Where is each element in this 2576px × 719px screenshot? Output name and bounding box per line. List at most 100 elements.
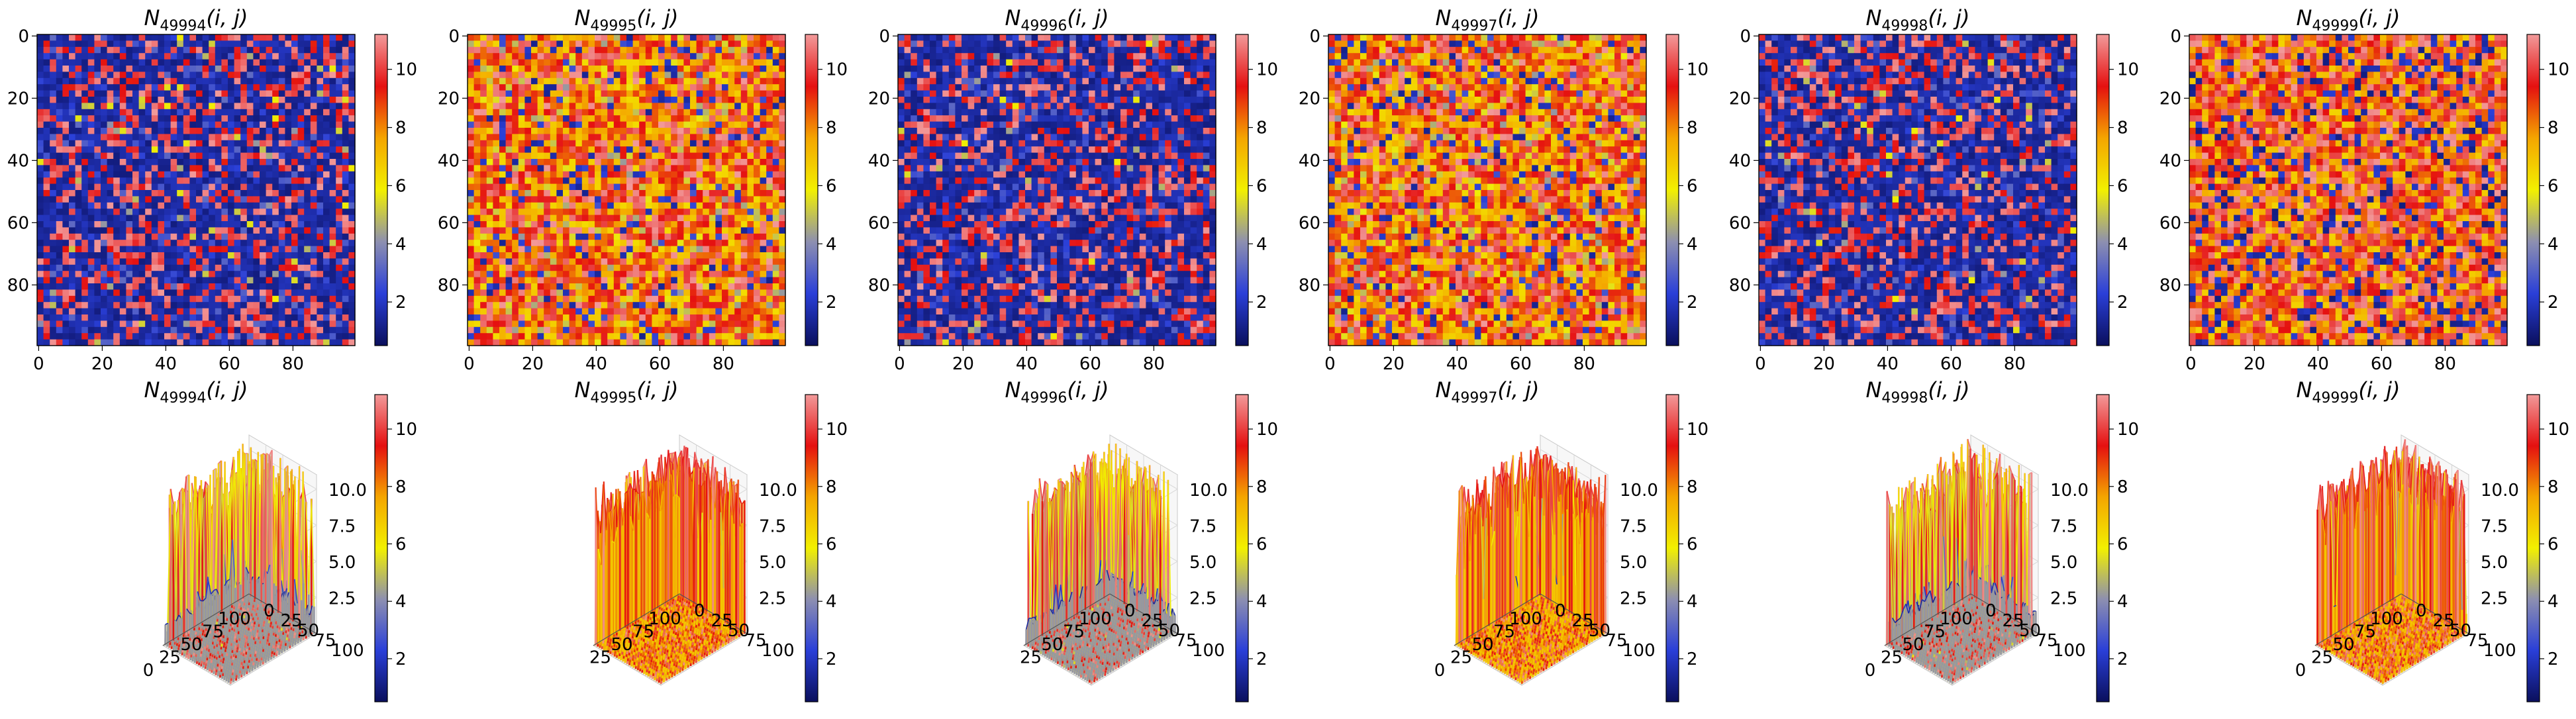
- heatmap-cell: [473, 283, 481, 290]
- heatmap-cell: [50, 59, 57, 66]
- heatmap-cell: [170, 77, 177, 85]
- heatmap-cell: [772, 215, 779, 222]
- heatmap-cell: [297, 59, 305, 66]
- heatmap-cell: [119, 215, 126, 222]
- heatmap-cell: [690, 190, 697, 197]
- heatmap-cell: [607, 97, 615, 103]
- heatmap-cell: [486, 128, 493, 134]
- heatmap-cell: [709, 84, 716, 91]
- heatmap-cell: [652, 115, 659, 122]
- heatmap-cell: [336, 165, 343, 172]
- heatmap-cell: [94, 252, 101, 259]
- heatmap-cell: [310, 333, 317, 340]
- heatmap-cell: [664, 146, 671, 154]
- heatmap-cell: [266, 258, 273, 265]
- heatmap-cell: [620, 46, 627, 54]
- heatmap-cell: [177, 196, 184, 203]
- heatmap-cell: [715, 271, 722, 278]
- heatmap-cell: [607, 46, 615, 54]
- heatmap-cell: [544, 196, 551, 203]
- heatmap-cell: [183, 264, 190, 271]
- heatmap-cell: [342, 115, 349, 122]
- heatmap-cell: [613, 196, 620, 203]
- heatmap-cell: [760, 283, 767, 290]
- heatmap-cell: [126, 103, 133, 110]
- heatmap-cell: [709, 190, 716, 197]
- heatmap-cell: [486, 53, 493, 60]
- heatmap-cell: [221, 333, 228, 340]
- y-tick-label: 40: [7, 151, 29, 171]
- heatmap-cell: [107, 302, 114, 309]
- heatmap-cell: [75, 252, 82, 259]
- heatmap-cell: [253, 171, 260, 178]
- heatmap-cell: [151, 128, 158, 134]
- heatmap-cell: [473, 34, 481, 41]
- heatmap-cell: [43, 152, 50, 160]
- heatmap-cell: [151, 240, 158, 247]
- heatmap-cell: [607, 177, 615, 185]
- heatmap-cell: [304, 97, 311, 103]
- heatmap-cell: [486, 121, 493, 128]
- heatmap-cell: [107, 159, 114, 166]
- heatmap-cell: [524, 215, 532, 222]
- heatmap-cell: [544, 90, 551, 97]
- heatmap-cell: [613, 121, 620, 128]
- heatmap-cell: [304, 227, 311, 234]
- heatmap-cell: [486, 159, 493, 166]
- heatmap-cell: [246, 128, 254, 134]
- heatmap-cell: [37, 283, 44, 290]
- heatmap-cell: [722, 264, 729, 271]
- heatmap-cell: [512, 289, 519, 297]
- heatmap-cell: [69, 252, 76, 259]
- heatmap-cell: [703, 46, 710, 54]
- heatmap-cell: [43, 233, 50, 240]
- heatmap-cell: [645, 97, 652, 103]
- heatmap-cell: [754, 109, 761, 116]
- heatmap-cell: [632, 134, 640, 141]
- heatmap-cell: [480, 115, 487, 122]
- heatmap-cell: [709, 72, 716, 79]
- heatmap-cell: [772, 146, 779, 154]
- heatmap-cell: [734, 215, 742, 222]
- heatmap-cell: [696, 115, 703, 122]
- heatmap-cell: [639, 227, 646, 234]
- heatmap-cell: [183, 302, 190, 309]
- heatmap-cell: [664, 152, 671, 160]
- heatmap-cell: [524, 227, 532, 234]
- heatmap-cell: [544, 146, 551, 154]
- heatmap-cell: [715, 289, 722, 297]
- heatmap-cell: [595, 159, 602, 166]
- heatmap-cell: [658, 227, 666, 234]
- heatmap-cell: [493, 77, 500, 85]
- heatmap-cell: [524, 40, 532, 48]
- heatmap-cell: [348, 252, 356, 259]
- heatmap-cell: [595, 289, 602, 297]
- heatmap-cell: [754, 171, 761, 178]
- heatmap-cell: [151, 277, 158, 284]
- heatmap-cell: [37, 240, 44, 247]
- heatmap-cell: [734, 115, 742, 122]
- heatmap-cell: [620, 72, 627, 79]
- heatmap-cell: [285, 240, 292, 247]
- heatmap-cell: [639, 77, 646, 85]
- heatmap-cell: [37, 215, 44, 222]
- heatmap-cell: [158, 66, 165, 72]
- heatmap-cell: [563, 97, 570, 103]
- heatmap-cell: [728, 134, 735, 141]
- heatmap-cell: [221, 53, 228, 60]
- heatmap-cell: [575, 90, 583, 97]
- heatmap-cell: [278, 264, 285, 271]
- heatmap-cell: [747, 258, 754, 265]
- heatmap-cell: [260, 59, 267, 66]
- heatmap-cell: [544, 314, 551, 321]
- heatmap-cell: [145, 215, 152, 222]
- heatmap-cell: [728, 215, 735, 222]
- heatmap-cell: [480, 183, 487, 191]
- heatmap-cell: [158, 289, 165, 297]
- heatmap-cell: [505, 72, 513, 79]
- heatmap-cell: [94, 221, 101, 228]
- heatmap-cell: [310, 215, 317, 222]
- heatmap-cell: [575, 196, 583, 203]
- heatmap-cell: [183, 283, 190, 290]
- heatmap-cell: [480, 177, 487, 185]
